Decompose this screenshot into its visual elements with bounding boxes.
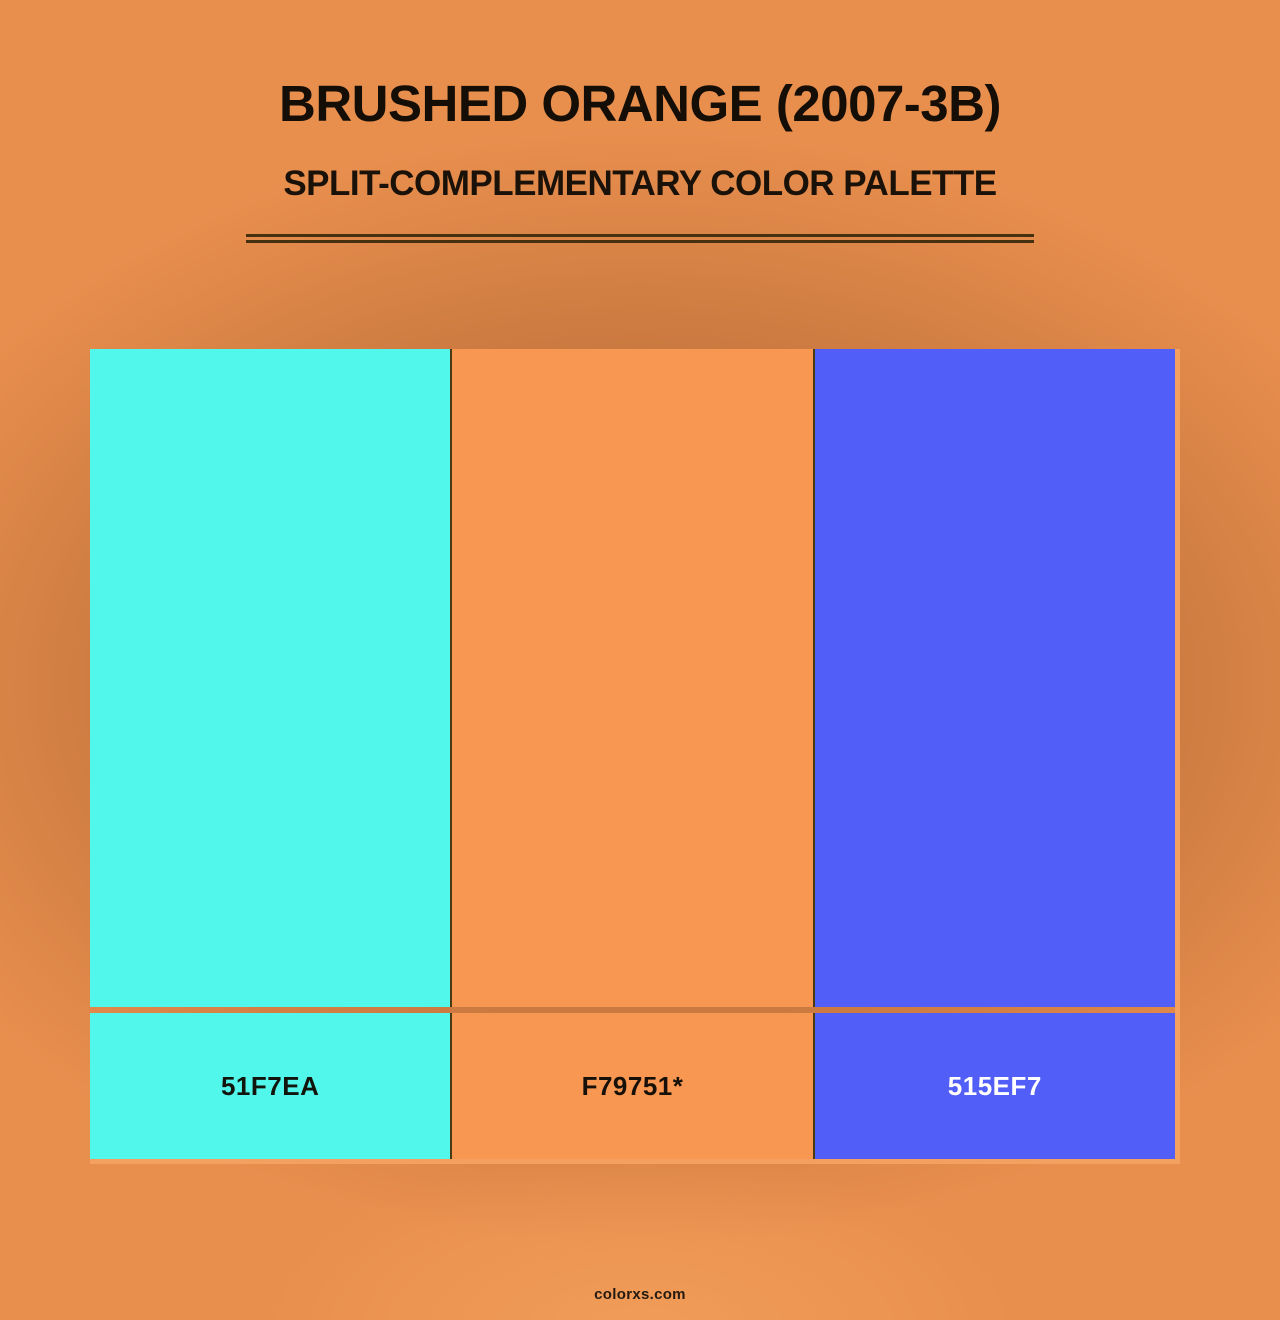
color-swatch-blue xyxy=(814,349,1175,1007)
swatch-row-labels: 51F7EA F79751* 515EF7 xyxy=(90,1013,1175,1159)
hex-label-orange: F79751* xyxy=(450,1013,815,1159)
watermark-text: colorxs.com xyxy=(594,1286,686,1303)
title-divider-rule xyxy=(246,234,1034,243)
color-swatch-cyan xyxy=(90,349,451,1007)
hex-label-blue: 515EF7 xyxy=(814,1013,1175,1159)
hex-label-cyan: 51F7EA xyxy=(90,1013,451,1159)
color-swatch-orange xyxy=(450,349,815,1007)
palette-panel: 51F7EA F79751* 515EF7 xyxy=(90,349,1180,1164)
page-title: BRUSHED ORANGE (2007-3B) xyxy=(279,75,1001,132)
swatch-row-large xyxy=(90,349,1175,1007)
page-subtitle: SPLIT-COMPLEMENTARY COLOR PALETTE xyxy=(283,164,997,203)
